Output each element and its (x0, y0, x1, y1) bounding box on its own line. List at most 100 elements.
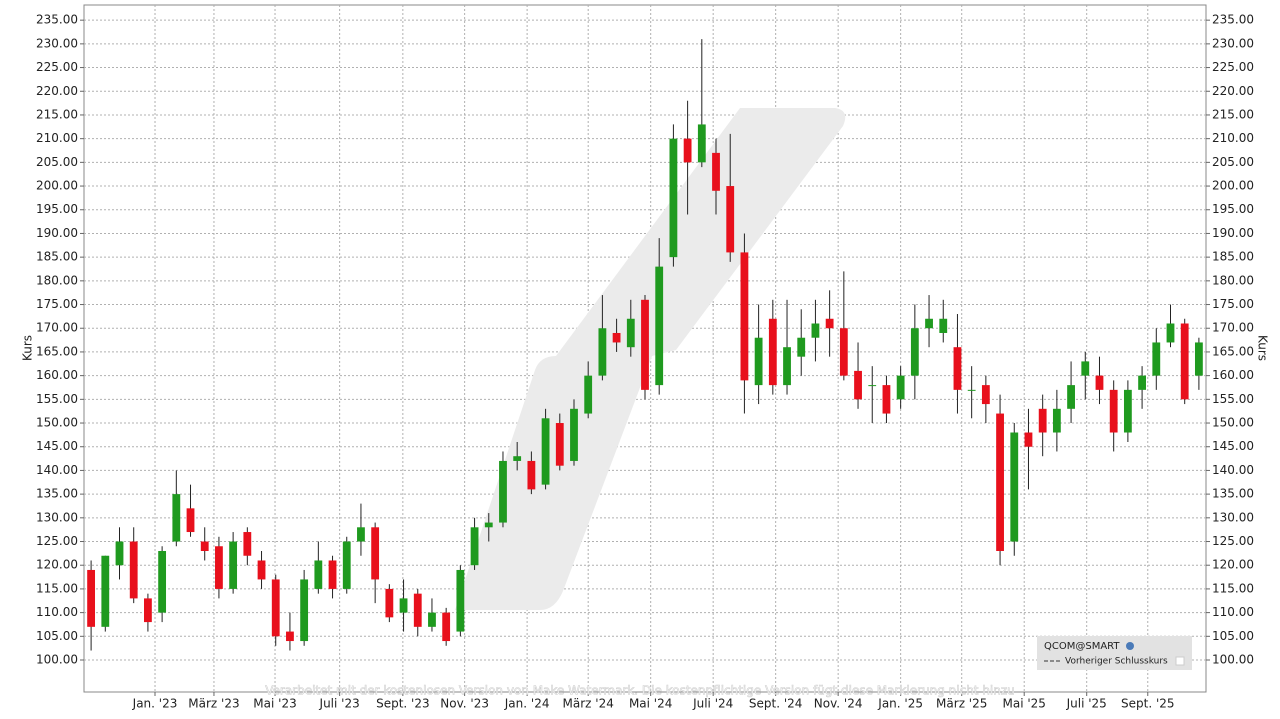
y2-tick-label: 210.00 (1212, 131, 1254, 145)
candle-body (697, 124, 706, 163)
candle-body (1052, 408, 1061, 433)
candle-body (385, 588, 394, 618)
grid: 100.00 100.00 105.00 105.00 110.00 110.00 115.… (36, 5, 1254, 711)
candle-body (953, 347, 962, 390)
candle-body (1109, 389, 1118, 433)
y2-tick-label: 170.00 (1212, 321, 1254, 335)
candle-body (101, 555, 110, 627)
x-tick-label: Nov. '23 (440, 697, 489, 711)
y2-tick-label: 135.00 (1212, 487, 1254, 501)
y2-tick-label: 100.00 (1212, 653, 1254, 667)
x-tick-label: Sept. '23 (376, 697, 430, 711)
candle-body (768, 318, 777, 386)
candle-body (186, 508, 195, 533)
x-tick-label: Nov. '24 (814, 697, 863, 711)
y2-tick-label: 205.00 (1212, 155, 1254, 169)
candle-body (328, 560, 337, 589)
candle-body (428, 612, 436, 627)
y2-tick-label: 115.00 (1212, 581, 1254, 595)
candle-body (1010, 432, 1019, 542)
legend-checkbox[interactable] (1175, 656, 1185, 666)
x-tick-label: Juli '24 (692, 697, 733, 711)
y-tick-label: 100.00 (36, 653, 78, 667)
candle-body (854, 370, 862, 400)
legend: QCOM@SMART Vorheriger Schlusskurs (1037, 636, 1192, 670)
candle-body (300, 579, 309, 642)
candle-body (712, 152, 720, 191)
y2-tick-label: 220.00 (1212, 84, 1254, 98)
candle-body (655, 266, 664, 386)
candle-body (314, 560, 323, 589)
x-tick-label: Sept. '25 (1121, 697, 1175, 711)
candle-body (442, 612, 451, 642)
y-tick-label: 150.00 (36, 416, 78, 430)
candle-body (683, 138, 692, 163)
y-axis-title: Kurs (21, 335, 35, 361)
candle-body (1166, 323, 1175, 343)
y-tick-label: 180.00 (36, 273, 78, 287)
y-tick-label: 120.00 (36, 558, 78, 572)
x-tick-label: Jan. '24 (504, 697, 550, 711)
y-tick-label: 230.00 (36, 36, 78, 50)
candle-body (967, 389, 976, 391)
y2-tick-label: 185.00 (1212, 250, 1254, 264)
candle-body (229, 541, 238, 589)
candle-body (740, 252, 749, 381)
legend-icon (1126, 642, 1134, 650)
candle-body (868, 385, 877, 387)
y-tick-label: 175.00 (36, 297, 78, 311)
y-tick-label: 110.00 (36, 605, 78, 619)
y2-tick-label: 215.00 (1212, 107, 1254, 121)
y-tick-label: 215.00 (36, 107, 78, 121)
candle-body (129, 541, 138, 599)
y2-tick-label: 110.00 (1212, 605, 1254, 619)
candle-body (371, 527, 380, 580)
candle-body (243, 532, 252, 556)
candle-body (1194, 342, 1203, 376)
candle-body (811, 323, 820, 338)
y2-tick-label: 130.00 (1212, 510, 1254, 524)
candle-body (797, 337, 806, 357)
y2-tick-label: 125.00 (1212, 534, 1254, 548)
candle-body (1180, 323, 1189, 400)
candle-body (783, 347, 791, 386)
y-tick-label: 115.00 (36, 581, 78, 595)
y2-tick-label: 195.00 (1212, 202, 1254, 216)
candle-body (413, 593, 422, 627)
candle-body (1138, 375, 1146, 390)
candle-body (570, 408, 578, 461)
y2-tick-label: 225.00 (1212, 60, 1254, 74)
candle-body (584, 375, 593, 414)
candle-body (981, 385, 990, 405)
candle-body (456, 569, 465, 632)
y-tick-label: 135.00 (36, 487, 78, 501)
candle-body (1038, 408, 1047, 433)
watermark: Verarbeitet mit der kostenlosen Version … (265, 684, 1015, 698)
y2-tick-label: 175.00 (1212, 297, 1254, 311)
y-tick-label: 130.00 (36, 510, 78, 524)
candle-body (598, 328, 607, 376)
y2-tick-label: 120.00 (1212, 558, 1254, 572)
candle-body (882, 385, 891, 414)
candle-body (612, 332, 621, 343)
y2-axis-title: Kurs (1256, 335, 1270, 361)
y-tick-label: 165.00 (36, 344, 78, 358)
candle-body (939, 318, 948, 333)
y-tick-label: 225.00 (36, 60, 78, 74)
x-tick-label: Mai '24 (629, 697, 672, 711)
x-tick-label: März '24 (563, 697, 614, 711)
candle-body (1067, 385, 1075, 409)
candle-body (910, 328, 919, 376)
y-tick-label: 200.00 (36, 179, 78, 193)
candle-body (641, 299, 649, 390)
candle-body (357, 527, 365, 542)
y2-tick-label: 105.00 (1212, 629, 1254, 643)
y-tick-label: 190.00 (36, 226, 78, 240)
y-tick-label: 155.00 (36, 392, 78, 406)
candle-body (839, 328, 848, 376)
candle-body (115, 541, 124, 566)
candle-body (1123, 389, 1132, 433)
x-tick-label: Sept. '24 (749, 697, 803, 711)
legend-previous-close: Vorheriger Schlusskurs (1065, 657, 1168, 667)
candle-body (286, 631, 294, 642)
